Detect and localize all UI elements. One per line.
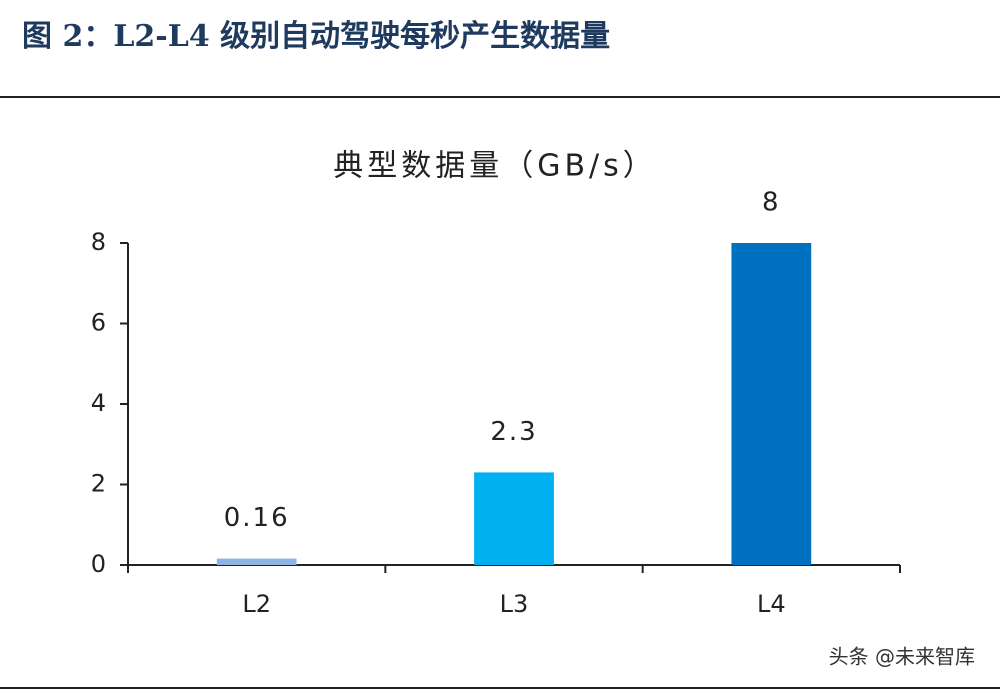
- y-tick-label: 4: [91, 389, 106, 417]
- watermark: 头条 @未来智库: [829, 645, 975, 669]
- x-tick-label: L4: [757, 590, 786, 618]
- bar: [216, 558, 297, 565]
- value-label: 2.3: [490, 417, 537, 447]
- x-tick-label: L2: [242, 590, 271, 618]
- value-label: 8: [762, 188, 781, 218]
- bar: [474, 472, 554, 565]
- chart-title: 典型数据量（GB/s）: [333, 149, 657, 184]
- y-tick-label: 6: [91, 309, 106, 337]
- value-label: 0.16: [224, 503, 290, 533]
- y-tick-label: 0: [91, 550, 106, 578]
- y-tick-label: 2: [91, 470, 106, 498]
- x-tick-label: L3: [500, 590, 529, 618]
- y-tick-label: 8: [91, 228, 106, 256]
- figure-caption: 图 2：L2-L4 级别自动驾驶每秒产生数据量: [22, 19, 610, 54]
- bar: [731, 243, 812, 565]
